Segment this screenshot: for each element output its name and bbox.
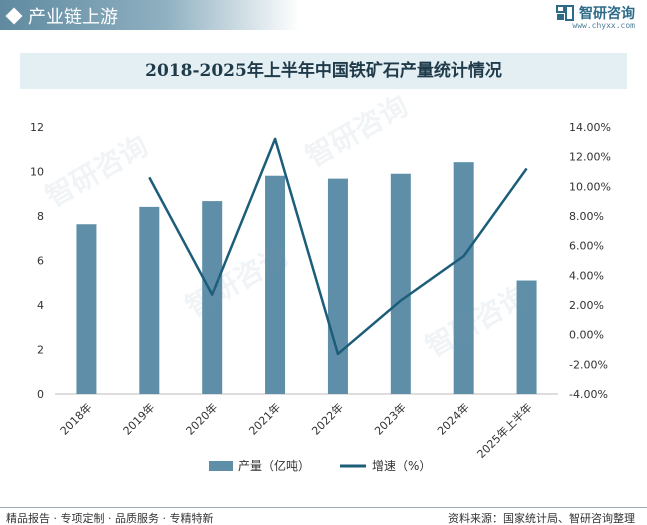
footer-slogan: 精品报告 · 专项定制 · 品质服务 · 专精特新 [6, 512, 214, 525]
y-right-tick-label: 14.00% [569, 121, 611, 134]
y-right-tick-label: -4.00% [569, 388, 608, 401]
y-right-tick-label: 0.00% [569, 329, 604, 342]
x-tick-label: 2022年 [309, 400, 346, 437]
x-tick-label: 2023年 [371, 400, 408, 437]
y-left-tick-label: 2 [37, 344, 44, 357]
brand-logo-icon [555, 4, 574, 21]
y-right-tick-label: 4.00% [569, 269, 604, 282]
legend-bar-label: 产量（亿吨） [238, 458, 310, 473]
bar [516, 280, 537, 394]
bar [76, 224, 97, 394]
section-title-text: 产业链上游 [28, 7, 118, 28]
brand: 智研咨询 www.chyxx.com [555, 2, 635, 30]
legend-bar-swatch [209, 461, 233, 471]
y-right-tick-label: -2.00% [569, 358, 608, 371]
bar [202, 201, 223, 394]
bar [453, 162, 474, 394]
y-left-tick-label: 8 [37, 210, 44, 223]
chart-title-box: 2018-2025年上半年中国铁矿石产量统计情况 [20, 53, 627, 89]
x-tick-label: 2024年 [434, 400, 471, 437]
section-title: 产业链上游 [5, 3, 118, 29]
y-left-tick-label: 10 [30, 166, 44, 179]
footer: 精品报告 · 专项定制 · 品质服务 · 专精特新 资料来源：国家统计局、智研咨… [0, 507, 647, 525]
brand-url: www.chyxx.com [572, 20, 635, 30]
x-tick-label: 2025年上半年 [474, 400, 535, 461]
header-band [0, 0, 300, 30]
x-tick-label: 2020年 [183, 400, 220, 437]
x-tick-label: 2021年 [246, 400, 283, 437]
section-header: 产业链上游 智研咨询 www.chyxx.com [0, 0, 647, 30]
y-right-tick-label: 10.00% [569, 180, 611, 193]
y-left-tick-label: 12 [30, 121, 44, 134]
legend-line-label: 增速（%） [372, 459, 431, 473]
y-left-tick-label: 6 [37, 255, 44, 268]
y-right-tick-label: 6.00% [569, 240, 604, 253]
bar [390, 173, 411, 394]
bar [265, 175, 286, 394]
y-left-tick-label: 0 [37, 388, 44, 401]
y-right-tick-label: 8.00% [569, 210, 604, 223]
bar [327, 178, 348, 394]
chart-title: 2018-2025年上半年中国铁矿石产量统计情况 [145, 61, 502, 81]
x-tick-label: 2018年 [57, 400, 94, 437]
bar [139, 206, 160, 394]
y-left-tick-label: 4 [37, 299, 44, 312]
x-tick-label: 2019年 [120, 400, 157, 437]
growth-line [148, 137, 528, 356]
brand-name: 智研咨询 [579, 5, 635, 22]
chart: 0 2 4 6 8 10 12 -4.00% -2.00% 0.00% 2.00% 4.00% 6.00… [30, 121, 611, 473]
diamond-icon [5, 7, 23, 25]
y-right-tick-label: 2.00% [569, 299, 604, 312]
y-right-tick-label: 12.00% [569, 151, 611, 164]
footer-source: 资料来源：国家统计局、智研咨询整理 [448, 512, 635, 525]
